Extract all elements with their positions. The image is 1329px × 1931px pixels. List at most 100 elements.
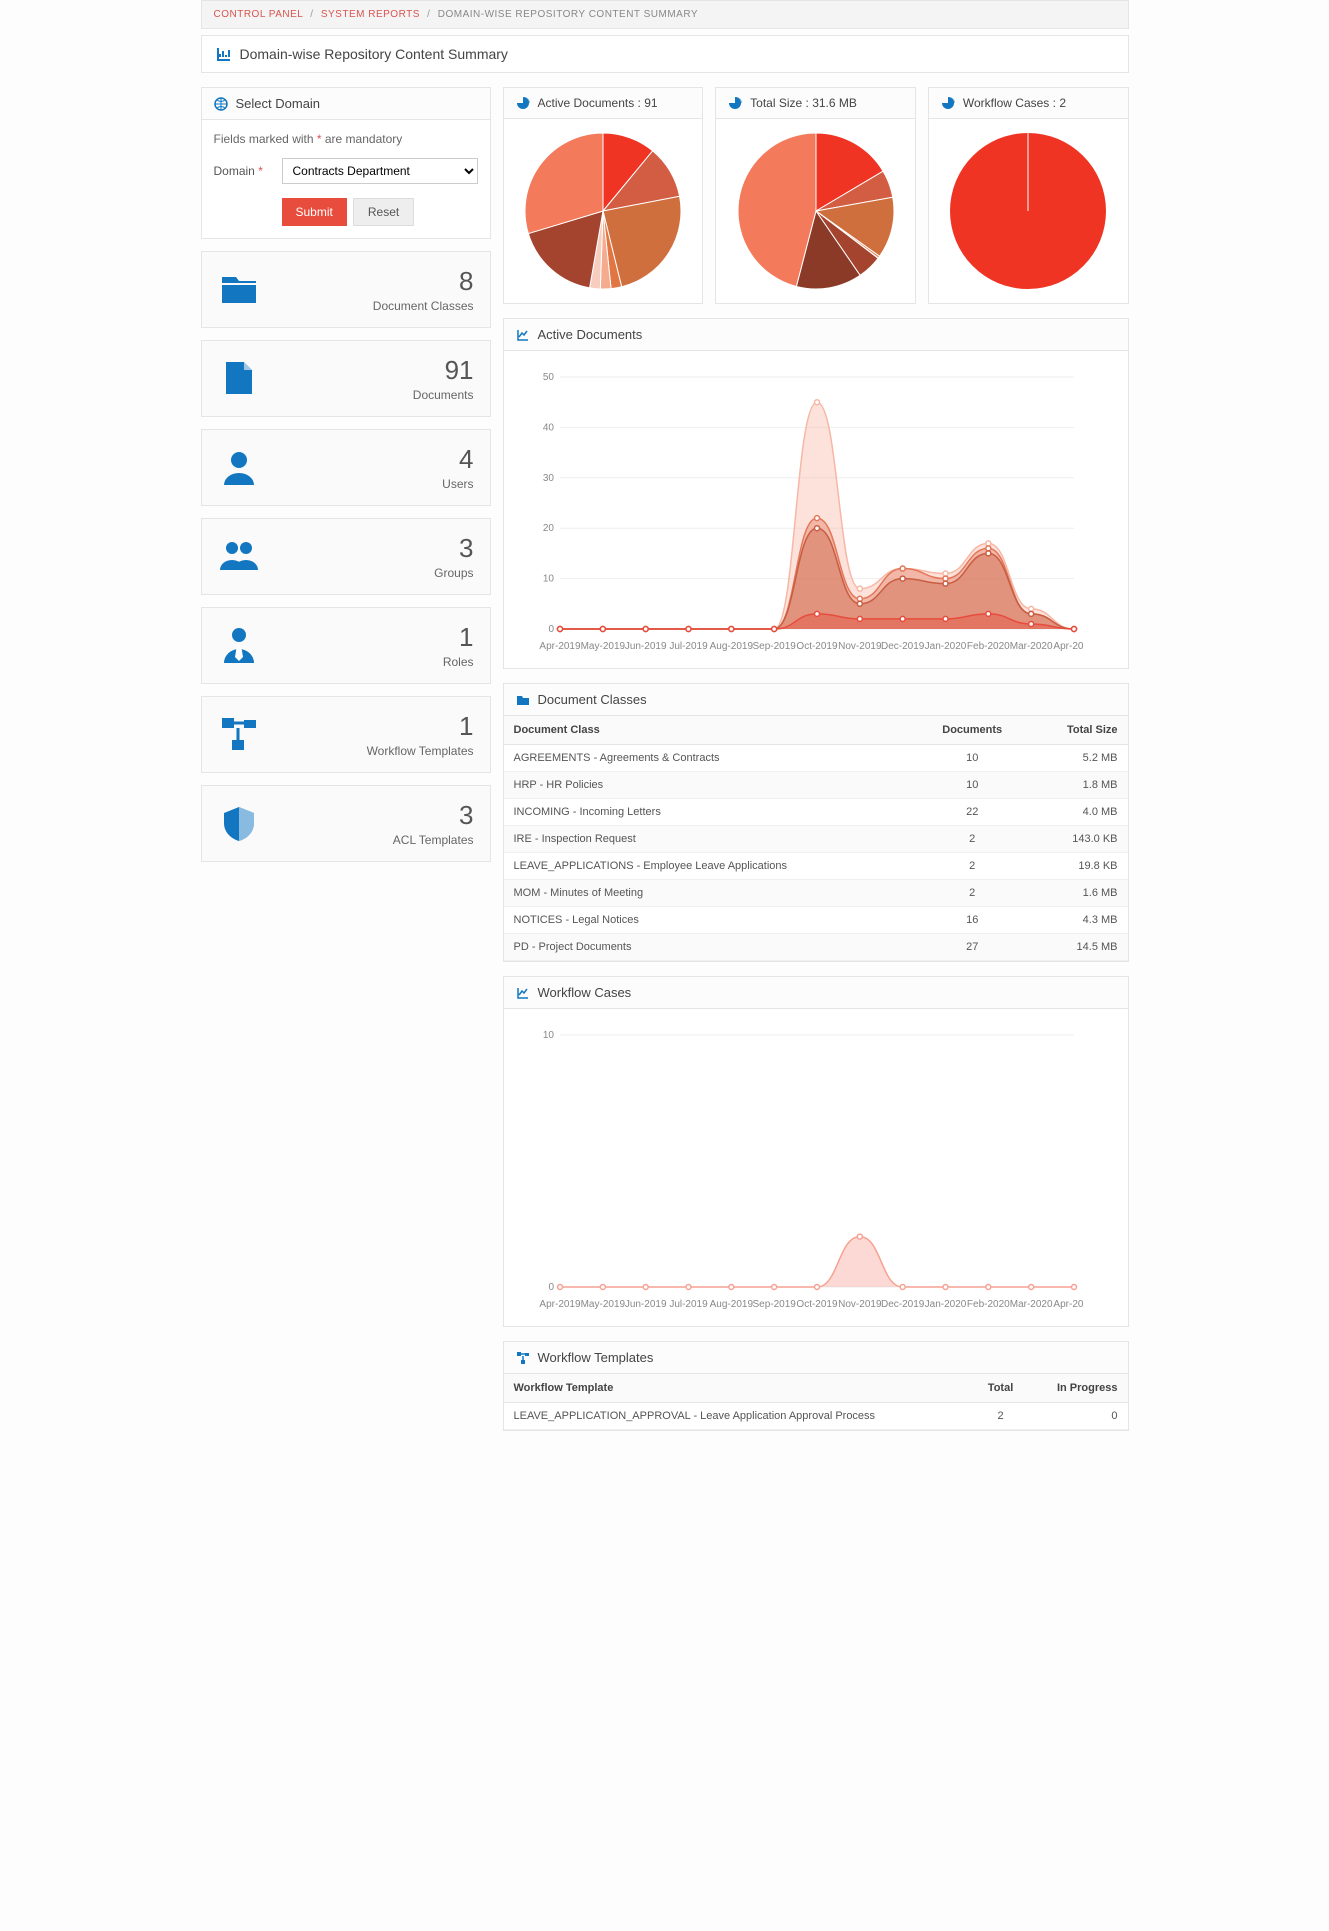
svg-text:40: 40 (542, 422, 554, 433)
table-cell: LEAVE_APPLICATION_APPROVAL - Leave Appli… (504, 1403, 973, 1430)
table-cell: LEAVE_APPLICATIONS - Employee Leave Appl… (504, 853, 917, 880)
stat-card-user: 4 Users (201, 429, 491, 506)
workflow-templates-title: Workflow Templates (538, 1350, 654, 1365)
reset-button[interactable]: Reset (353, 198, 414, 226)
svg-text:Nov-2019: Nov-2019 (838, 1299, 882, 1310)
table-cell: MOM - Minutes of Meeting (504, 880, 917, 907)
pie-chart-icon (728, 96, 742, 110)
stat-card-shield: 3 ACL Templates (201, 785, 491, 862)
svg-text:10: 10 (542, 1030, 554, 1041)
table-cell: 1.8 MB (1028, 772, 1127, 799)
flow-icon (218, 714, 260, 756)
document-classes-title: Document Classes (538, 692, 647, 707)
svg-text:0: 0 (548, 624, 554, 635)
stat-card-users: 3 Groups (201, 518, 491, 595)
table-cell: HRP - HR Policies (504, 772, 917, 799)
svg-text:Jul-2019: Jul-2019 (669, 1299, 708, 1310)
table-row: AGREEMENTS - Agreements & Contracts105.2… (504, 745, 1128, 772)
pie-card-active_docs: Active Documents : 91 (503, 87, 704, 304)
pie-title: Workflow Cases : 2 (963, 96, 1066, 110)
table-cell: 14.5 MB (1028, 934, 1127, 961)
table-row: PD - Project Documents2714.5 MB (504, 934, 1128, 961)
stat-value: 3 (434, 533, 473, 564)
table-cell: 2 (916, 880, 1028, 907)
table-row: INCOMING - Incoming Letters224.0 MB (504, 799, 1128, 826)
workflow-icon (516, 1351, 530, 1365)
select-domain-panel: Select Domain Fields marked with * are m… (201, 87, 491, 239)
table-cell: 143.0 KB (1028, 826, 1127, 853)
page-title: Domain-wise Repository Content Summary (201, 35, 1129, 73)
domain-select[interactable]: Contracts Department (282, 158, 478, 184)
select-domain-title: Select Domain (236, 96, 321, 111)
user-icon (218, 447, 260, 489)
svg-text:May-2019: May-2019 (580, 641, 625, 652)
workflow-templates-panel: Workflow Templates Workflow TemplateTota… (503, 1341, 1129, 1431)
svg-text:Oct-2019: Oct-2019 (796, 641, 838, 652)
svg-text:Dec-2019: Dec-2019 (880, 1299, 924, 1310)
svg-text:Sep-2019: Sep-2019 (752, 1299, 796, 1310)
table-cell: NOTICES - Legal Notices (504, 907, 917, 934)
pie-card-total_size: Total Size : 31.6 MB (715, 87, 916, 304)
table-row: NOTICES - Legal Notices164.3 MB (504, 907, 1128, 934)
table-row: LEAVE_APPLICATION_APPROVAL - Leave Appli… (504, 1403, 1128, 1430)
shield-icon (218, 803, 260, 845)
svg-text:Aug-2019: Aug-2019 (709, 641, 753, 652)
table-cell: 4.3 MB (1028, 907, 1127, 934)
workflow-cases-chart-panel: Workflow Cases 010Apr-2019May-2019Jun-20… (503, 976, 1129, 1327)
chart-bar-icon (216, 46, 232, 62)
table-row: LEAVE_APPLICATIONS - Employee Leave Appl… (504, 853, 1128, 880)
pie-chart-icon (516, 96, 530, 110)
line-chart-icon (516, 328, 530, 342)
table-cell: 22 (916, 799, 1028, 826)
stat-value: 3 (393, 800, 474, 831)
stat-value: 1 (443, 622, 474, 653)
stat-value: 8 (373, 266, 474, 297)
table-cell: 4.0 MB (1028, 799, 1127, 826)
table-cell: 10 (916, 745, 1028, 772)
pie-chart (948, 131, 1108, 291)
stat-value: 4 (442, 444, 473, 475)
table-cell: 19.8 KB (1028, 853, 1127, 880)
workflow-cases-chart: 010Apr-2019May-2019Jun-2019Jul-2019Aug-2… (524, 1025, 1084, 1315)
globe-icon (214, 97, 228, 111)
table-row: IRE - Inspection Request2143.0 KB (504, 826, 1128, 853)
svg-text:50: 50 (542, 372, 554, 383)
file-icon (218, 358, 260, 400)
table-cell: AGREEMENTS - Agreements & Contracts (504, 745, 917, 772)
stat-card-tie: 1 Roles (201, 607, 491, 684)
breadcrumb-link-control-panel[interactable]: CONTROL PANEL (214, 9, 303, 20)
breadcrumb-link-system-reports[interactable]: SYSTEM REPORTS (321, 9, 420, 20)
table-header: Total Size (1028, 716, 1127, 745)
table-header: Total (973, 1374, 1029, 1403)
users-icon (218, 536, 260, 578)
submit-button[interactable]: Submit (282, 198, 347, 226)
stat-value: 1 (367, 711, 474, 742)
svg-text:Apr-2019: Apr-2019 (539, 1299, 581, 1310)
table-cell: 5.2 MB (1028, 745, 1127, 772)
workflow-templates-table: Workflow TemplateTotalIn ProgressLEAVE_A… (504, 1374, 1128, 1430)
stat-label: Groups (434, 566, 473, 580)
table-header: In Progress (1028, 1374, 1127, 1403)
workflow-cases-chart-title: Workflow Cases (538, 985, 632, 1000)
svg-text:Apr-2020: Apr-2020 (1053, 641, 1084, 652)
table-cell: 10 (916, 772, 1028, 799)
pie-card-workflow: Workflow Cases : 2 (928, 87, 1129, 304)
svg-text:Apr-2019: Apr-2019 (539, 641, 581, 652)
pie-title: Total Size : 31.6 MB (750, 96, 857, 110)
svg-text:Oct-2019: Oct-2019 (796, 1299, 838, 1310)
svg-text:Jun-2019: Jun-2019 (624, 1299, 666, 1310)
active-documents-chart: 01020304050Apr-2019May-2019Jun-2019Jul-2… (524, 367, 1084, 657)
document-classes-panel: Document Classes Document ClassDocuments… (503, 683, 1129, 962)
stat-label: Roles (443, 655, 474, 669)
table-cell: 2 (916, 853, 1028, 880)
svg-text:Dec-2019: Dec-2019 (880, 641, 924, 652)
svg-text:30: 30 (542, 473, 554, 484)
svg-text:Jan-2020: Jan-2020 (924, 641, 966, 652)
stat-label: Documents (413, 388, 474, 402)
svg-text:10: 10 (542, 574, 554, 585)
svg-text:Feb-2020: Feb-2020 (966, 641, 1009, 652)
line-chart-icon (516, 986, 530, 1000)
svg-text:Aug-2019: Aug-2019 (709, 1299, 753, 1310)
table-row: HRP - HR Policies101.8 MB (504, 772, 1128, 799)
svg-text:20: 20 (542, 523, 554, 534)
